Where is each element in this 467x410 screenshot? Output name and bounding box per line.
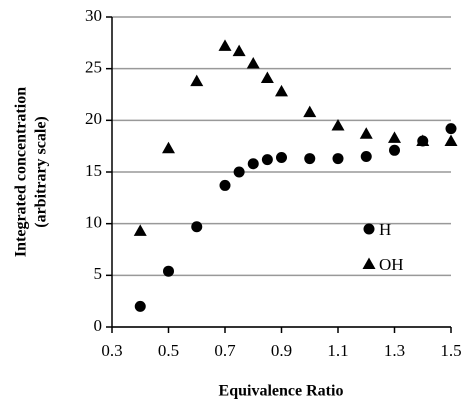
circle-marker (332, 153, 344, 165)
x-tick-label: 1.3 (384, 341, 405, 360)
circle-marker (360, 151, 372, 162)
x-tick-label: 1.5 (440, 341, 461, 360)
circle-marker (261, 154, 273, 166)
triangle-marker (275, 84, 288, 97)
x-axis-title: Equivalence Ratio (219, 383, 344, 400)
circle-marker (389, 144, 400, 156)
circle-marker (219, 179, 231, 191)
y-tick-label: 30 (85, 6, 102, 25)
x-tick-label: 0.9 (271, 341, 292, 360)
triangle-marker (232, 44, 246, 57)
x-tick-label: 1.1 (327, 341, 348, 360)
x-tick-label: 0.3 (101, 341, 122, 360)
circle-marker (163, 265, 174, 277)
y-tick-label: 25 (85, 58, 102, 77)
triangle-marker (388, 131, 401, 143)
triangle-marker (190, 74, 204, 87)
y-tick-label: 20 (85, 109, 102, 128)
triangle-marker (260, 71, 274, 83)
y-tick-label: 10 (85, 213, 102, 232)
circle-marker (276, 152, 287, 164)
circle-marker (233, 166, 245, 178)
triangle-marker (359, 127, 373, 139)
triangle-marker (362, 257, 376, 269)
legend-label: H (379, 220, 391, 239)
circle-marker (247, 158, 259, 170)
circle-marker (445, 123, 457, 135)
triangle-marker (331, 119, 345, 131)
circle-marker (191, 221, 203, 233)
y-tick-label: 0 (94, 316, 103, 335)
triangle-marker (218, 39, 232, 51)
triangle-marker (246, 57, 260, 69)
x-tick-label: 0.7 (214, 341, 236, 360)
circle-marker (134, 300, 146, 312)
y-tick-label: 5 (94, 264, 103, 283)
triangle-marker (303, 105, 317, 118)
triangle-marker (416, 134, 430, 146)
legend-label: OH (379, 255, 404, 274)
x-tick-label: 0.5 (158, 341, 179, 360)
triangle-marker (162, 141, 175, 154)
y-axis-title: (arbitrary scale) (33, 116, 50, 228)
triangle-marker (133, 224, 147, 236)
circle-marker (363, 223, 375, 235)
y-axis-title: Integrated concentration (13, 87, 30, 257)
circle-marker (304, 153, 316, 165)
triangle-marker (444, 134, 458, 146)
y-tick-label: 15 (85, 161, 102, 180)
